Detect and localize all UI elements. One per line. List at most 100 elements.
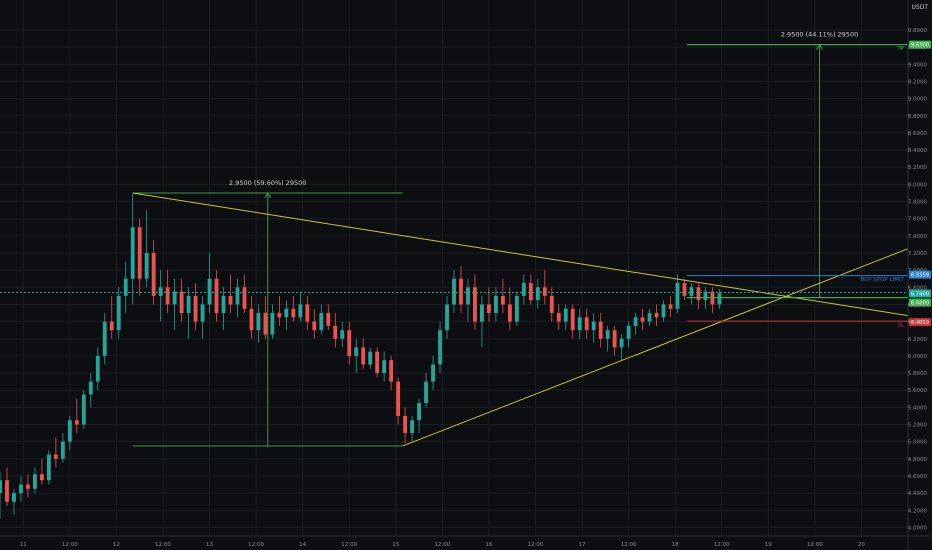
y-tick-label: 4.0000 [908,525,928,531]
candle-body [417,403,421,421]
candle [689,283,694,305]
measure-1[interactable]: 2.9500 (59.60%) 29500 [132,179,403,447]
candle-body [382,360,387,374]
candle [417,398,421,434]
candle-body [389,360,394,382]
y-tick-label: 8.0000 [908,182,928,188]
upper-trendline[interactable] [132,192,909,317]
candle [682,278,687,301]
x-tick-label: 12:00 [248,542,264,548]
y-tick-label: 9.2000 [908,79,928,85]
candle-body [375,351,380,374]
y-tick-label: 9.6000 [908,45,928,51]
measure-arrow-head [264,191,272,199]
candle [249,295,254,339]
candle-body [675,283,680,309]
candle-body [500,295,505,305]
candle [0,471,2,519]
last-price-line[interactable]: 6.7400 [0,289,931,298]
x-tick-label: 12:00 [341,542,357,548]
candle [26,474,30,498]
candle [235,278,240,318]
x-tick-label: 12:00 [621,542,637,548]
candle [647,308,652,326]
tp-line[interactable]: TP 9.6300 [686,40,931,53]
candle [109,295,114,339]
candle-body [60,441,65,459]
sl-line[interactable]: SL 6.4059 [686,318,931,329]
y-tick-label: 6.0000 [908,354,928,360]
candle [514,291,519,326]
candle-body [521,283,526,296]
candle-body [396,381,401,416]
candle [717,289,722,309]
candle-body [619,338,624,348]
candle [480,295,484,348]
candle [158,270,163,322]
y-tick-label: 8.8000 [908,114,928,120]
price-tag-text: 6.7400 [911,291,929,297]
candle [507,287,512,331]
candle [186,287,191,339]
candle-body [102,321,107,356]
candle [452,270,456,314]
price-axis[interactable]: USDT 4.0000 4.2000 4.4000 4.6000 4.8000 5.000… [907,0,929,550]
candle [95,347,100,391]
candle-body [235,287,240,305]
entry-line[interactable]: 6.6800 [686,297,931,307]
x-tick-label: 12:00 [434,542,450,548]
candle [19,475,23,502]
x-tick-label: 16 [485,542,492,548]
candle [172,278,177,331]
candle-body [507,304,512,322]
y-tick-label: 9.0000 [908,97,928,103]
price-tag-text: 6.6800 [911,301,929,307]
candle [549,287,554,322]
candle [368,347,373,369]
candle-body [717,293,722,305]
candle-body [340,330,345,339]
buy-stop-limit-line[interactable]: BUY STOP LIMIT 6.9359 [686,270,931,284]
candle [130,192,135,305]
candle [431,355,435,391]
candle [438,321,442,374]
candle [535,278,540,309]
candle-body [19,484,23,494]
candle [466,278,470,322]
y-tick-label: 4.8000 [908,457,928,463]
candle [487,287,491,322]
candle-body [605,330,610,339]
candle-body [270,313,275,335]
candle-body [221,295,226,314]
candle [445,295,449,339]
candle-body [347,330,352,356]
candle-body [556,313,561,322]
candle [473,274,477,331]
candle-body [459,278,463,305]
candle [200,295,205,339]
price-tag [909,40,931,49]
candle [228,274,233,314]
lower-trendline[interactable] [402,248,909,447]
candle-body [473,287,477,322]
time-axis[interactable]: 11 12:00 12 12:00 13 12:00 14 12:00 15 12:00 16 12:… [0,535,932,548]
price-lines[interactable]: TP 9.6300 BUY STOP LIMIT 6.9359 6.7400 6.6800… [0,40,931,329]
candle [626,321,631,348]
candle [661,300,666,322]
y-tick-label: 8.4000 [908,148,928,154]
candle [67,415,72,451]
candle [60,433,65,464]
candle-body [130,227,135,279]
candle [459,265,463,314]
candle-body [584,317,589,331]
candle-body [647,313,652,322]
candle [53,437,58,468]
x-tick-label: 19 [765,542,772,548]
y-tick-label: 5.4000 [908,405,928,411]
candle-body [298,304,303,318]
candle [577,308,582,339]
candle [102,313,107,365]
candle [396,377,401,425]
candle-body [74,420,79,425]
